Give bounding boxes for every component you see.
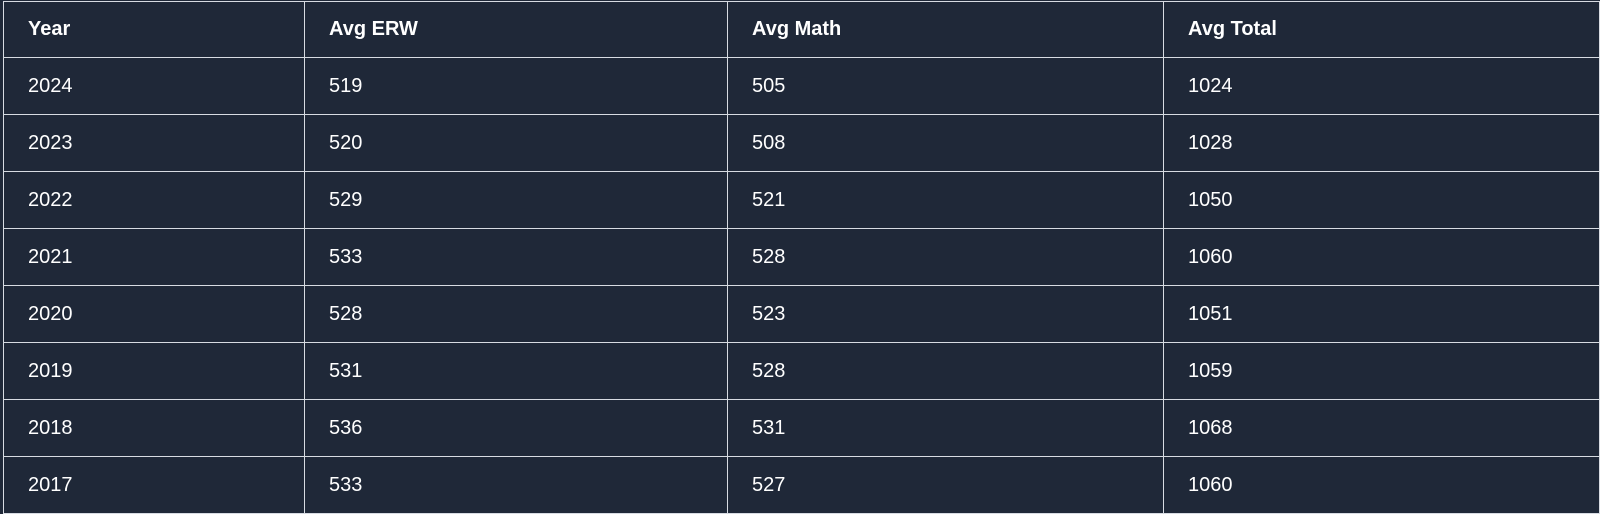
- cell-avg-total: 1059: [1163, 342, 1600, 400]
- table-row: 2021 533 528 1060: [3, 228, 1600, 286]
- cell-avg-erw: 529: [304, 171, 728, 229]
- cell-avg-math: 523: [727, 285, 1164, 343]
- cell-avg-erw: 520: [304, 114, 728, 172]
- cell-avg-math: 531: [727, 399, 1164, 457]
- cell-avg-total: 1060: [1163, 456, 1600, 514]
- table-row: 2022 529 521 1050: [3, 171, 1600, 229]
- table-row: 2018 536 531 1068: [3, 399, 1600, 457]
- cell-avg-math: 521: [727, 171, 1164, 229]
- cell-avg-erw: 531: [304, 342, 728, 400]
- cell-avg-math: 528: [727, 342, 1164, 400]
- cell-avg-total: 1050: [1163, 171, 1600, 229]
- cell-year: 2019: [3, 342, 305, 400]
- table-row: 2024 519 505 1024: [3, 57, 1600, 115]
- cell-avg-math: 528: [727, 228, 1164, 286]
- cell-year: 2022: [3, 171, 305, 229]
- cell-avg-erw: 519: [304, 57, 728, 115]
- table-body: 2024 519 505 1024 2023 520 508 1028 2022…: [3, 57, 1600, 514]
- column-header-avg-total: Avg Total: [1163, 1, 1600, 58]
- cell-year: 2018: [3, 399, 305, 457]
- header-row: Year Avg ERW Avg Math Avg Total: [3, 1, 1600, 58]
- table-header: Year Avg ERW Avg Math Avg Total: [3, 1, 1600, 58]
- cell-year: 2021: [3, 228, 305, 286]
- cell-avg-erw: 528: [304, 285, 728, 343]
- cell-year: 2023: [3, 114, 305, 172]
- cell-avg-math: 527: [727, 456, 1164, 514]
- cell-year: 2017: [3, 456, 305, 514]
- table-row: 2020 528 523 1051: [3, 285, 1600, 343]
- sat-scores-table: Year Avg ERW Avg Math Avg Total 2024 519…: [3, 1, 1600, 514]
- cell-avg-total: 1060: [1163, 228, 1600, 286]
- cell-avg-erw: 536: [304, 399, 728, 457]
- cell-year: 2020: [3, 285, 305, 343]
- cell-avg-erw: 533: [304, 228, 728, 286]
- column-header-year: Year: [3, 1, 305, 58]
- table-row: 2023 520 508 1028: [3, 114, 1600, 172]
- sat-scores-table-container: Year Avg ERW Avg Math Avg Total 2024 519…: [3, 1, 1600, 514]
- cell-avg-erw: 533: [304, 456, 728, 514]
- cell-avg-math: 505: [727, 57, 1164, 115]
- cell-avg-math: 508: [727, 114, 1164, 172]
- column-header-avg-math: Avg Math: [727, 1, 1164, 58]
- column-header-avg-erw: Avg ERW: [304, 1, 728, 58]
- cell-avg-total: 1028: [1163, 114, 1600, 172]
- table-row: 2017 533 527 1060: [3, 456, 1600, 514]
- cell-avg-total: 1068: [1163, 399, 1600, 457]
- cell-year: 2024: [3, 57, 305, 115]
- cell-avg-total: 1051: [1163, 285, 1600, 343]
- table-row: 2019 531 528 1059: [3, 342, 1600, 400]
- cell-avg-total: 1024: [1163, 57, 1600, 115]
